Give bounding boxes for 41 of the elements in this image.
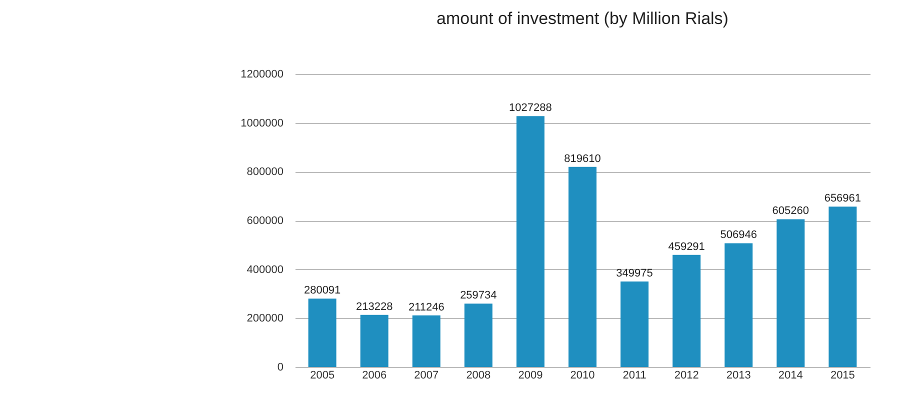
bar bbox=[776, 219, 805, 367]
y-tick-label: 400000 bbox=[246, 264, 284, 276]
data-label: 459291 bbox=[668, 240, 705, 253]
x-tick-label: 2007 bbox=[414, 370, 439, 382]
bar bbox=[568, 166, 596, 367]
bar bbox=[516, 116, 544, 367]
bar bbox=[412, 315, 440, 367]
x-tick-label: 2015 bbox=[830, 370, 855, 382]
data-label: 656961 bbox=[824, 192, 862, 205]
x-tick-label: 2005 bbox=[310, 370, 335, 382]
bar bbox=[308, 298, 336, 367]
x-tick-label: 2010 bbox=[570, 370, 595, 382]
data-label: 211246 bbox=[408, 301, 444, 314]
data-label: 280091 bbox=[304, 284, 341, 297]
x-tick-label: 2014 bbox=[778, 370, 803, 382]
y-tick-label: 800000 bbox=[246, 166, 284, 178]
x-tick-label: 2009 bbox=[518, 370, 543, 382]
bar bbox=[672, 254, 701, 367]
bar bbox=[620, 282, 649, 367]
y-tick-label: 1000000 bbox=[240, 117, 284, 130]
x-tick-label: 2011 bbox=[622, 370, 646, 382]
y-tick-label: 1200000 bbox=[240, 68, 284, 80]
bar bbox=[724, 243, 753, 367]
bar bbox=[464, 304, 492, 367]
data-label: 819610 bbox=[564, 152, 601, 165]
data-label: 605260 bbox=[772, 205, 810, 218]
bar bbox=[828, 206, 857, 367]
data-label: 349975 bbox=[616, 268, 653, 280]
y-tick-label: 600000 bbox=[246, 215, 284, 227]
chart-title: amount of investment (by Million Rials) bbox=[436, 9, 728, 28]
y-tick-label: 0 bbox=[277, 362, 284, 374]
x-tick-label: 2012 bbox=[674, 370, 699, 382]
data-label: 259734 bbox=[460, 290, 497, 302]
bar bbox=[360, 314, 388, 367]
x-tick-label: 2013 bbox=[726, 370, 751, 382]
x-tick-label: 2008 bbox=[466, 370, 491, 382]
y-tick-label: 200000 bbox=[246, 312, 284, 325]
x-tick-label: 2006 bbox=[362, 370, 387, 382]
data-label: 506946 bbox=[720, 229, 757, 242]
data-label: 1027288 bbox=[509, 102, 552, 114]
data-label: 213228 bbox=[356, 300, 393, 313]
